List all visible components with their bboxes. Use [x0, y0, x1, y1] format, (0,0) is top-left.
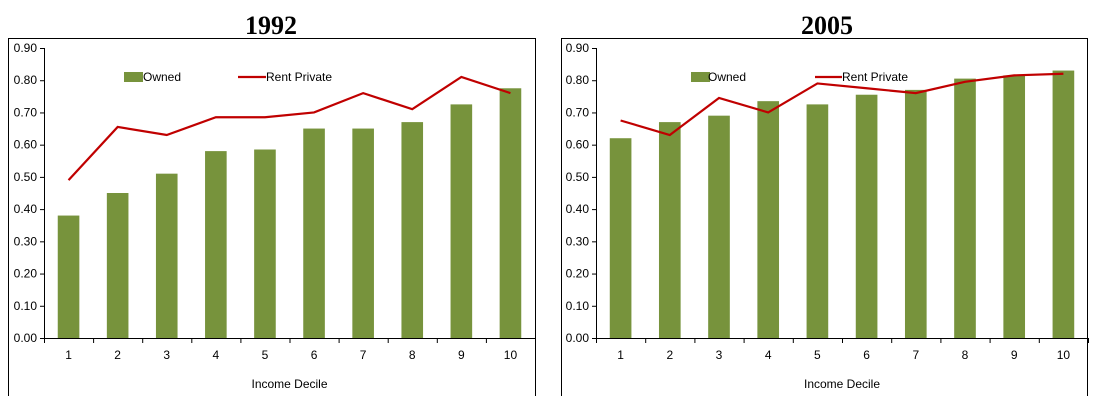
legend-swatch-owned — [124, 72, 143, 82]
y-tick-label: 0.40 — [14, 202, 38, 216]
y-tick-label: 0.20 — [566, 267, 590, 281]
x-tick-label: 9 — [458, 348, 465, 362]
x-tick-label: 10 — [504, 348, 518, 362]
y-tick-label: 0.30 — [566, 234, 590, 248]
line-rent-private — [620, 72, 1064, 137]
bar-owned-9 — [1003, 75, 1026, 338]
line-rent-private — [67, 75, 511, 181]
y-tick-label: 0.90 — [566, 41, 590, 55]
y-tick-label: 0.00 — [566, 331, 590, 345]
y-tick-label: 0.60 — [566, 138, 590, 152]
x-tick-label: 5 — [814, 348, 821, 362]
y-tick-label: 0.70 — [14, 105, 38, 119]
bar-owned-8 — [401, 122, 424, 338]
x-tick-label: 6 — [863, 348, 870, 362]
x-tick-label: 6 — [311, 348, 318, 362]
x-tick-label: 2 — [666, 348, 673, 362]
y-tick-label: 0.70 — [566, 105, 590, 119]
x-tick-label: 3 — [716, 348, 723, 362]
x-axis-title: Income Decile — [804, 377, 880, 391]
x-tick-label: 2 — [114, 348, 121, 362]
x-tick-label: 3 — [163, 348, 170, 362]
bar-owned-1 — [57, 215, 80, 338]
bar-owned-8 — [954, 78, 976, 338]
legend: Owned Rent Private — [691, 70, 908, 84]
bar-owned-3 — [708, 115, 730, 339]
bar-owned-4 — [757, 101, 780, 339]
y-tick-label: 0.50 — [14, 170, 38, 184]
bar-owned-6 — [303, 128, 325, 338]
y-tick-label: 0.40 — [566, 202, 590, 216]
chart-frame — [561, 38, 1088, 396]
x-tick-label: 4 — [213, 348, 220, 362]
x-tick-label: 8 — [409, 348, 416, 362]
y-tick-label: 0.30 — [14, 234, 38, 248]
bar-owned-10 — [499, 88, 522, 339]
legend-label-rent-private: Rent Private — [842, 70, 908, 84]
x-tick-label: 1 — [617, 348, 624, 362]
y-tick-label: 0.90 — [14, 41, 38, 55]
x-tick-label: 5 — [262, 348, 269, 362]
y-tick-label: 0.10 — [14, 299, 38, 313]
bar-owned-5 — [806, 104, 829, 338]
bar-owned-7 — [352, 128, 374, 338]
chart-panel-1992: 1992 0.00 0.10 0.20 0.30 0.40 0.50 0.60 0.70 0.80… — [8, 11, 536, 396]
legend-swatch-owned — [691, 72, 710, 82]
bar-owned-6 — [855, 94, 878, 338]
x-tick-label: 4 — [765, 348, 772, 362]
x-axis-title: Income Decile — [251, 377, 327, 391]
bar-owned-2 — [106, 193, 129, 338]
y-tick-label: 0.50 — [566, 170, 590, 184]
y-tick-label: 0.60 — [14, 138, 38, 152]
x-tick-label: 10 — [1057, 348, 1071, 362]
bar-owned-3 — [155, 173, 178, 338]
chart-title: 1992 — [245, 11, 297, 40]
x-tick-label: 1 — [65, 348, 72, 362]
x-tick-label: 8 — [962, 348, 969, 362]
bar-owned-9 — [450, 104, 473, 338]
bar-owned-7 — [904, 89, 927, 338]
y-tick-label: 0.20 — [14, 267, 38, 281]
chart-title: 2005 — [801, 11, 853, 40]
legend: Owned Rent Private — [124, 70, 332, 84]
legend-label-owned: Owned — [708, 70, 746, 84]
y-tick-label: 0.80 — [566, 73, 590, 87]
y-tick-label: 0.10 — [566, 299, 590, 313]
chart-panel-2005: 2005 0.00 0.10 0.20 0.30 0.40 0.50 0.60 0.70 0.80… — [561, 11, 1089, 396]
legend-label-rent-private: Rent Private — [266, 70, 332, 84]
x-tick-label: 7 — [912, 348, 919, 362]
x-tick-label: 7 — [360, 348, 367, 362]
bar-owned-2 — [658, 122, 681, 338]
bar-owned-10 — [1052, 70, 1075, 339]
chart-frame — [8, 38, 536, 396]
x-tick-label: 9 — [1011, 348, 1018, 362]
bar-owned-5 — [254, 149, 276, 338]
bar-owned-4 — [205, 151, 227, 338]
legend-label-owned: Owned — [143, 70, 181, 84]
y-tick-label: 0.80 — [14, 73, 38, 87]
y-tick-label: 0.00 — [14, 331, 38, 345]
bar-owned-1 — [609, 138, 632, 338]
